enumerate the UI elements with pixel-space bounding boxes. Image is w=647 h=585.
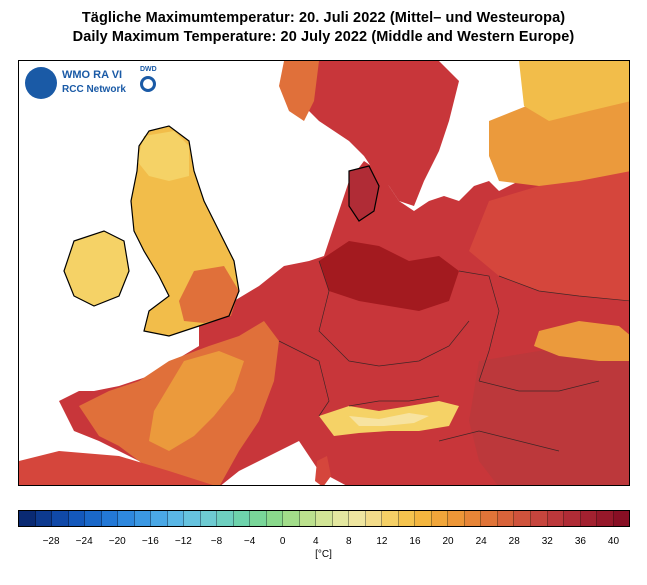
- colorbar-segment: [118, 511, 135, 526]
- colorbar-tick-label: 36: [574, 536, 586, 547]
- colorbar-tick-label: 32: [541, 536, 553, 547]
- balkans-hot: [469, 346, 629, 485]
- colorbar-segment: [184, 511, 201, 526]
- colorbar-segment: [530, 511, 548, 526]
- colorbar-tick-label: −16: [141, 536, 159, 547]
- colorbar-segment: [266, 511, 284, 526]
- italy-north-hot: [339, 436, 459, 485]
- colorbar-segment: [332, 511, 350, 526]
- ireland-land: [64, 231, 129, 306]
- colorbar-segment: [580, 511, 598, 526]
- colorbar-tick-labels: −28 −24 −20 −16 −12 −8 −4 0 4 8 12 16 20 24 28 32 36 40: [18, 536, 630, 550]
- england-south-east-warm: [179, 266, 239, 323]
- denmark-land: [349, 166, 379, 221]
- colorbar-segment: [547, 511, 565, 526]
- colorbar-segment: [68, 511, 86, 526]
- wmo-rcc-logo: WMO RA VI RCC Network DWD: [22, 64, 160, 104]
- iberia-north-hot: [19, 451, 213, 485]
- coastlines: [63, 125, 380, 337]
- colorbar-segment: [613, 511, 630, 526]
- temperature-colorbar: [18, 510, 630, 527]
- colorbar-segment: [448, 511, 465, 526]
- alps-peaks: [349, 413, 429, 426]
- colorbar-tick-label: 4: [312, 536, 319, 547]
- colorbar-segment: [481, 511, 498, 526]
- europe-map-svg: [19, 61, 629, 485]
- colorbar-segment: [134, 511, 152, 526]
- logo-org-text: WMO RA VI: [62, 69, 123, 81]
- colorbar-segment: [382, 511, 399, 526]
- carpathian-mild: [534, 321, 629, 361]
- colorbar-segment: [85, 511, 102, 526]
- colorbar-tick-label: −4: [243, 536, 256, 547]
- title-german: Tägliche Maximumtemperatur: 20. Juli 202…: [81, 10, 566, 26]
- finland-cool: [519, 61, 629, 121]
- colorbar-tick-label: 12: [376, 536, 388, 547]
- colorbar-segment: [217, 511, 234, 526]
- colorbar-segment: [431, 511, 449, 526]
- colorbar-segment: [597, 511, 614, 526]
- colorbar-tick-label: 24: [475, 536, 487, 547]
- colorbar-segment: [233, 511, 251, 526]
- country-borders: [278, 260, 629, 452]
- colorbar-segment: [398, 511, 416, 526]
- norway-coast-warm: [279, 61, 319, 121]
- title-english: Daily Maximum Temperature: 20 July 2022 …: [72, 29, 575, 45]
- colorbar-segment: [283, 511, 300, 526]
- temperature-map: [18, 60, 630, 486]
- dwd-swirl-icon: [140, 76, 156, 92]
- corsica-land: [315, 456, 331, 485]
- colorbar-segment: [250, 511, 267, 526]
- colorbar-tick-label: 20: [442, 536, 454, 547]
- colorbar-unit-label: [°C]: [315, 549, 332, 560]
- colorbar-segment: [349, 511, 366, 526]
- france-coast-mild: [149, 351, 244, 451]
- colorbar-segment: [464, 511, 482, 526]
- colorbar-tick-label: −8: [210, 536, 223, 547]
- colorbar-segment: [514, 511, 531, 526]
- scotland-cool: [137, 131, 189, 181]
- colorbar-tick-label: −12: [174, 536, 192, 547]
- colorbar-segment: [299, 511, 317, 526]
- colorbar-segment: [167, 511, 185, 526]
- colorbar-segment: [19, 511, 36, 526]
- colorbar-segment: [101, 511, 119, 526]
- colorbar-segment: [35, 511, 53, 526]
- colorbar-segment: [415, 511, 432, 526]
- colorbar-tick-label: −24: [75, 536, 93, 547]
- central-europe-hotspot: [319, 241, 459, 311]
- colorbar-segment: [365, 511, 383, 526]
- colorbar-segment: [497, 511, 515, 526]
- scandinavia-land: [284, 61, 459, 206]
- colorbar-tick-label: −20: [108, 536, 126, 547]
- colorbar-tick-label: 0: [279, 536, 286, 547]
- colorbar-tick-label: 16: [409, 536, 421, 547]
- eastern-europe-warm: [469, 161, 629, 301]
- colorbar-segment: [52, 511, 69, 526]
- logo-partner-text: DWD: [140, 66, 157, 73]
- wmo-globe-icon: [25, 67, 57, 99]
- colorbar-segment: [316, 511, 333, 526]
- logo-network-text: RCC Network: [62, 84, 126, 95]
- colorbar-segment: [564, 511, 581, 526]
- colorbar-tick-label: −28: [42, 536, 60, 547]
- colorbar-segment: [200, 511, 218, 526]
- colorbar-tick-label: 28: [508, 536, 520, 547]
- colorbar-tick-label: 8: [346, 536, 352, 547]
- colorbar-tick-label: 40: [607, 536, 620, 547]
- colorbar-segment: [151, 511, 168, 526]
